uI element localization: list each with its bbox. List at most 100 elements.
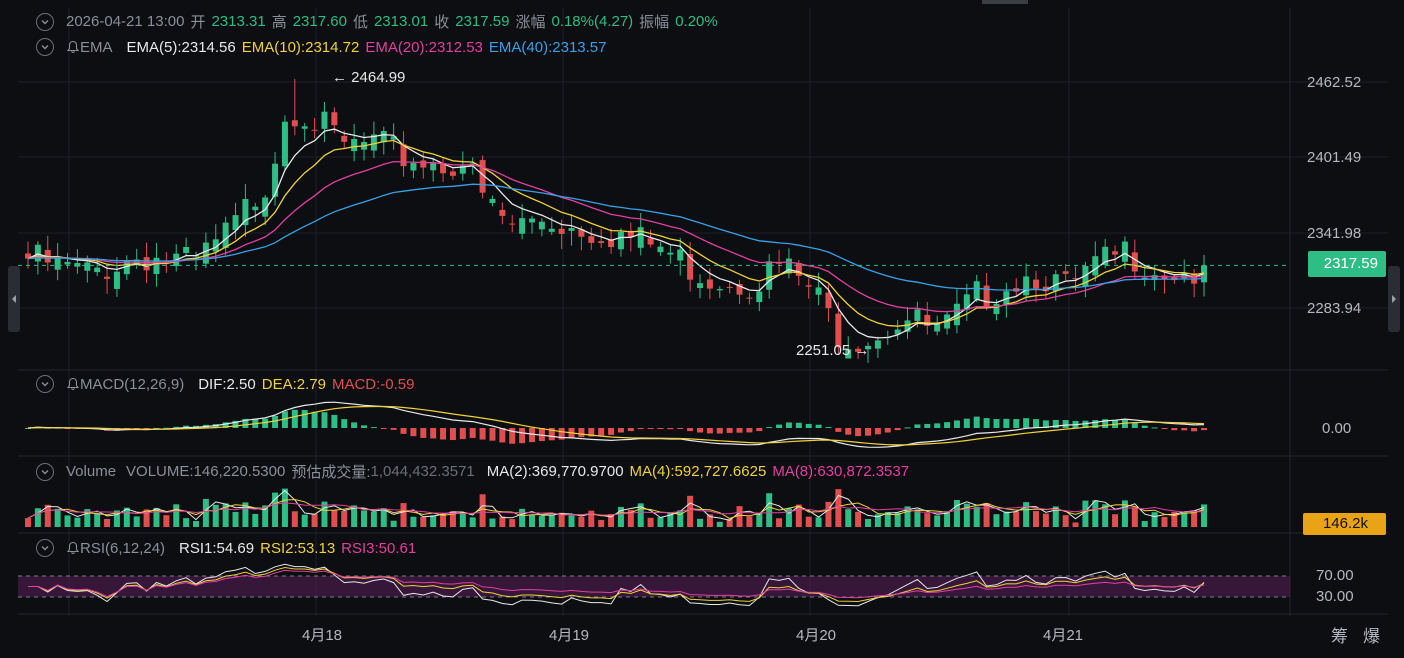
volume-bar — [716, 521, 723, 527]
macd-bar — [617, 428, 624, 433]
macd-bar — [1082, 420, 1089, 428]
macd-bar — [548, 428, 555, 441]
candle-body — [202, 242, 209, 264]
macd-bar — [262, 418, 269, 428]
macd-bar — [153, 427, 160, 429]
chip-button[interactable]: 筹 — [1331, 627, 1348, 646]
vol-ma8-value: MA(8):630,872.3537 — [772, 463, 910, 480]
macd-bar — [351, 422, 358, 428]
candle-body — [1062, 271, 1069, 274]
volume-bar — [953, 499, 960, 527]
candle-body — [588, 236, 595, 243]
macd-bar — [647, 428, 654, 429]
candle-body — [706, 279, 713, 289]
macd-value: MACD:-0.59 — [331, 375, 415, 393]
candle-body — [420, 160, 427, 168]
candle-body — [1033, 279, 1039, 289]
macd-bar — [489, 428, 496, 441]
macd-bar — [1042, 420, 1049, 428]
macd-bar — [914, 424, 921, 428]
macd-bar — [459, 428, 466, 440]
collapse-toggle-icon[interactable] — [36, 38, 54, 56]
bell-icon[interactable] — [66, 40, 80, 54]
collapse-toggle-icon[interactable] — [36, 539, 54, 557]
top-scroll-indicator[interactable] — [982, 0, 1028, 4]
candle-body — [608, 239, 615, 248]
candle-body — [538, 221, 545, 230]
price-tick: 2401.49 — [1307, 149, 1362, 166]
candle-body — [143, 257, 150, 271]
bell-icon[interactable] — [66, 541, 80, 555]
macd-bar — [934, 423, 941, 428]
candle-body — [1151, 275, 1158, 281]
candle-body — [113, 271, 120, 289]
candle-body — [746, 297, 753, 299]
candle-body — [54, 256, 61, 270]
x-tick: 4月21 — [1043, 627, 1084, 644]
collapse-toggle-icon[interactable] — [36, 12, 54, 31]
volume-bar — [420, 516, 427, 527]
volume-bar — [1191, 510, 1198, 527]
dif-line — [27, 401, 1205, 448]
candle-body — [94, 267, 101, 273]
candle-body — [25, 253, 31, 259]
ema10-line — [27, 139, 1205, 327]
macd-bar — [173, 426, 180, 428]
volume-bar — [657, 517, 664, 527]
candle-body — [835, 313, 842, 348]
collapse-toggle-icon[interactable] — [36, 462, 54, 481]
scroll-left-button[interactable] — [8, 266, 20, 332]
macd-bar — [242, 418, 249, 428]
macd-bar — [1003, 418, 1010, 428]
macd-bar — [884, 428, 891, 433]
volume-bar — [1121, 500, 1128, 527]
volume-value: VOLUME:146,220.5300 — [126, 463, 286, 480]
candle-body — [716, 288, 723, 291]
candle-body — [252, 206, 259, 211]
ema40-value: EMA(40):2313.57 — [488, 38, 607, 56]
macd-bar — [944, 422, 951, 428]
macd-bar — [1052, 419, 1059, 428]
candle-body — [1181, 273, 1188, 279]
macd-bar — [1033, 419, 1039, 428]
candle-body — [1141, 277, 1148, 279]
volume-bar — [341, 510, 348, 527]
x-tick: 4月18 — [302, 627, 343, 644]
ema5-line — [27, 128, 1205, 339]
macd-bar — [776, 424, 783, 428]
rsi-name: RSI(6,12,24) — [80, 539, 166, 557]
macd-bar — [874, 428, 881, 435]
macd-bar — [588, 428, 595, 437]
liquidation-button[interactable]: 爆 — [1363, 627, 1380, 646]
macd-bar — [598, 428, 605, 436]
candle-body — [1052, 274, 1059, 292]
chevron-left-icon — [12, 295, 16, 303]
scroll-right-button[interactable] — [1388, 266, 1400, 332]
macd-bar — [746, 428, 753, 433]
volume-bar — [311, 513, 318, 527]
bell-icon[interactable] — [66, 377, 80, 391]
volume-bar — [242, 502, 249, 527]
volume-bar — [262, 505, 269, 527]
collapse-toggle-icon[interactable] — [36, 375, 54, 393]
macd-bar — [627, 428, 634, 432]
macd-bar — [499, 428, 506, 443]
open-label: 开 — [190, 14, 206, 31]
candle-body — [272, 163, 279, 197]
macd-bar — [983, 418, 990, 428]
candle-body — [370, 134, 377, 151]
candle-body — [667, 252, 674, 255]
candle-body — [548, 228, 555, 232]
candle-body — [449, 171, 456, 176]
volume-bar — [845, 509, 852, 527]
macd-bar — [163, 427, 170, 429]
macd-bar — [1062, 420, 1069, 428]
macd-bar — [183, 425, 190, 428]
volume-bar — [222, 503, 229, 527]
volume-bar — [400, 503, 407, 527]
vol-ma2-value: MA(2):369,770.9700 — [486, 463, 624, 480]
volume-bar — [430, 515, 437, 527]
macd-bar — [1121, 419, 1128, 428]
volume-bar — [1151, 512, 1158, 527]
